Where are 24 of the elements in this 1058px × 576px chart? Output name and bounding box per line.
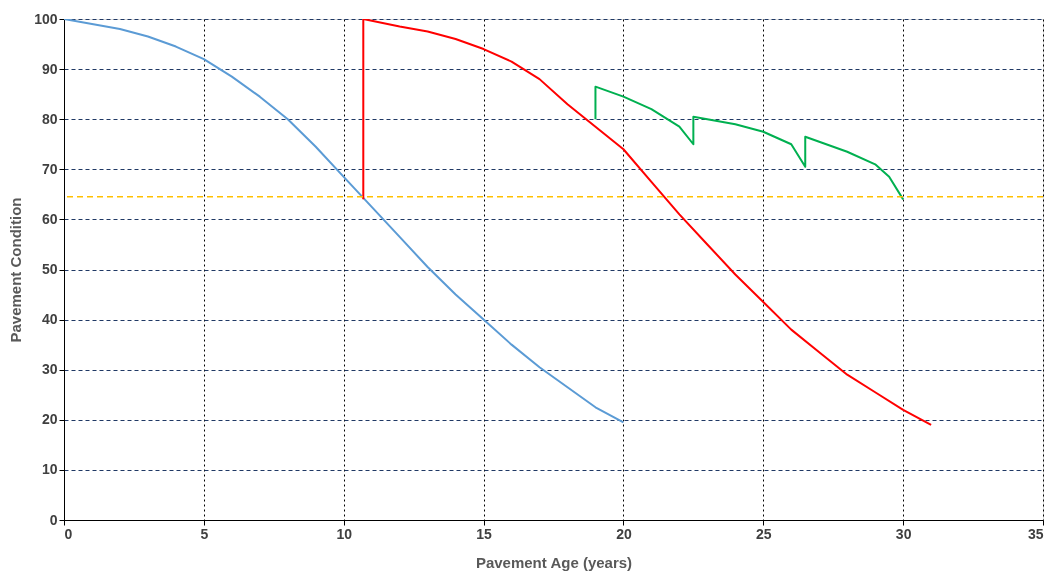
y-tick-label: 40 xyxy=(41,311,58,328)
x-tick-label: 25 xyxy=(756,525,772,542)
x-tick-label: 5 xyxy=(200,525,209,542)
line-series xyxy=(362,19,933,426)
x-tick-label: 30 xyxy=(895,525,912,542)
y-tick-label: 50 xyxy=(41,261,58,277)
y-tick-label: 10 xyxy=(41,461,58,478)
y-tick-label: 90 xyxy=(41,60,58,77)
line-series xyxy=(594,85,905,201)
y-tick-label: 100 xyxy=(34,10,58,27)
y-tick-label: 30 xyxy=(41,361,58,378)
x-tick-label: 0 xyxy=(64,525,73,542)
x-tick-label: 15 xyxy=(476,525,493,542)
y-tick-label: 20 xyxy=(41,411,58,428)
y-axis-title: Pavement Condition xyxy=(7,197,25,343)
y-tick-label: 80 xyxy=(41,110,58,127)
y-tick-label: 70 xyxy=(41,160,58,177)
x-tick-label: 10 xyxy=(336,525,353,542)
x-axis-title: Pavement Age (years) xyxy=(475,553,633,571)
line-series xyxy=(64,19,625,424)
x-tick-label: 20 xyxy=(616,525,632,542)
x-tick-label: 35 xyxy=(1027,525,1044,542)
y-tick-label: 0 xyxy=(49,511,58,528)
y-tick-label: 60 xyxy=(41,210,58,227)
